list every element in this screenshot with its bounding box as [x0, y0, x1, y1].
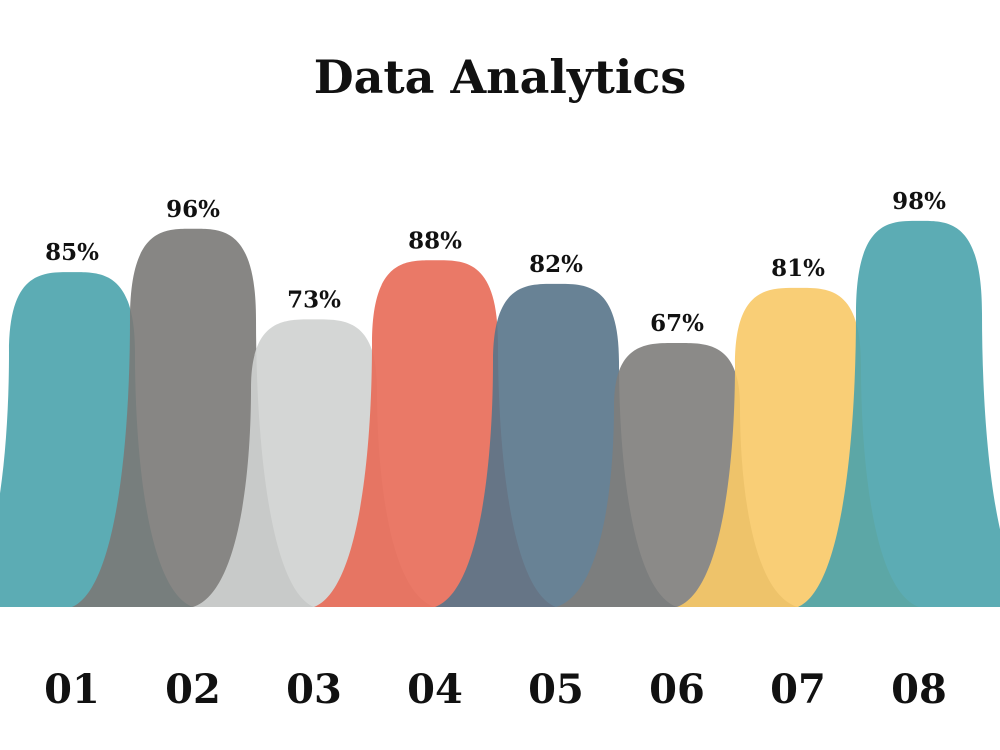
category-label-05: 05 — [528, 666, 584, 713]
category-label-03: 03 — [286, 666, 342, 713]
chart-title: Data Analytics — [313, 50, 687, 104]
value-label-02: 96% — [166, 196, 220, 223]
value-label-03: 73% — [287, 286, 341, 313]
value-label-06: 67% — [650, 310, 704, 337]
category-labels: 01 02 03 04 05 06 07 08 — [44, 666, 947, 713]
category-label-08: 08 — [891, 666, 947, 713]
value-label-04: 88% — [408, 227, 462, 254]
value-label-08: 98% — [892, 188, 946, 215]
category-label-01: 01 — [44, 666, 100, 713]
category-label-02: 02 — [165, 666, 221, 713]
bell-shapes — [0, 220, 1000, 607]
category-label-06: 06 — [649, 666, 705, 713]
category-label-04: 04 — [407, 666, 463, 713]
value-label-05: 82% — [529, 251, 583, 278]
category-label-07: 07 — [770, 666, 826, 713]
value-label-01: 85% — [45, 239, 99, 266]
bell-shape-08 — [798, 220, 1000, 607]
value-label-07: 81% — [771, 255, 825, 282]
value-labels: 85% 96% 73% 88% 82% 67% 81% 98% — [45, 188, 946, 337]
